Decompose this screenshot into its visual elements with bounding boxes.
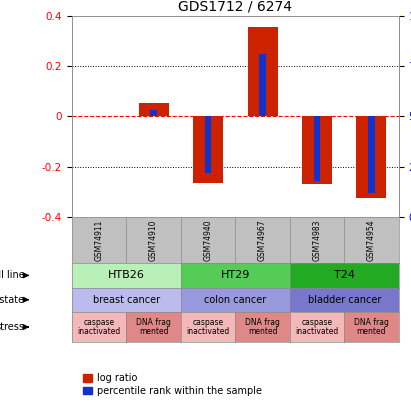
- Bar: [259, 54, 266, 117]
- Bar: [150, 111, 157, 117]
- Bar: [139, 102, 169, 117]
- Text: GSM74940: GSM74940: [203, 219, 212, 261]
- Bar: [368, 117, 375, 193]
- Text: bladder cancer: bladder cancer: [307, 295, 381, 305]
- Legend: log ratio, percentile rank within the sample: log ratio, percentile rank within the sa…: [83, 373, 262, 396]
- Text: HT29: HT29: [221, 271, 250, 280]
- Bar: [314, 117, 320, 181]
- Text: HTB26: HTB26: [108, 271, 145, 280]
- Bar: [205, 117, 211, 173]
- Bar: [302, 117, 332, 184]
- Text: disease state: disease state: [0, 295, 24, 305]
- Bar: [247, 28, 277, 117]
- Text: DNA frag
mented: DNA frag mented: [354, 318, 389, 337]
- Text: GSM74911: GSM74911: [95, 219, 104, 261]
- Text: DNA frag
mented: DNA frag mented: [245, 318, 280, 337]
- Text: caspase
inactivated: caspase inactivated: [296, 318, 339, 337]
- Text: GSM74967: GSM74967: [258, 219, 267, 261]
- Text: caspase
inactivated: caspase inactivated: [78, 318, 121, 337]
- Text: GSM74954: GSM74954: [367, 219, 376, 261]
- Text: breast cancer: breast cancer: [93, 295, 160, 305]
- Bar: [193, 117, 223, 183]
- Text: GSM74910: GSM74910: [149, 219, 158, 261]
- Text: stress: stress: [0, 322, 24, 332]
- Text: cell line: cell line: [0, 271, 24, 280]
- Title: GDS1712 / 6274: GDS1712 / 6274: [178, 0, 292, 14]
- Text: caspase
inactivated: caspase inactivated: [187, 318, 230, 337]
- Text: colon cancer: colon cancer: [204, 295, 266, 305]
- Text: DNA frag
mented: DNA frag mented: [136, 318, 171, 337]
- Text: T24: T24: [334, 271, 355, 280]
- Text: GSM74983: GSM74983: [312, 219, 321, 261]
- Bar: [356, 117, 386, 198]
